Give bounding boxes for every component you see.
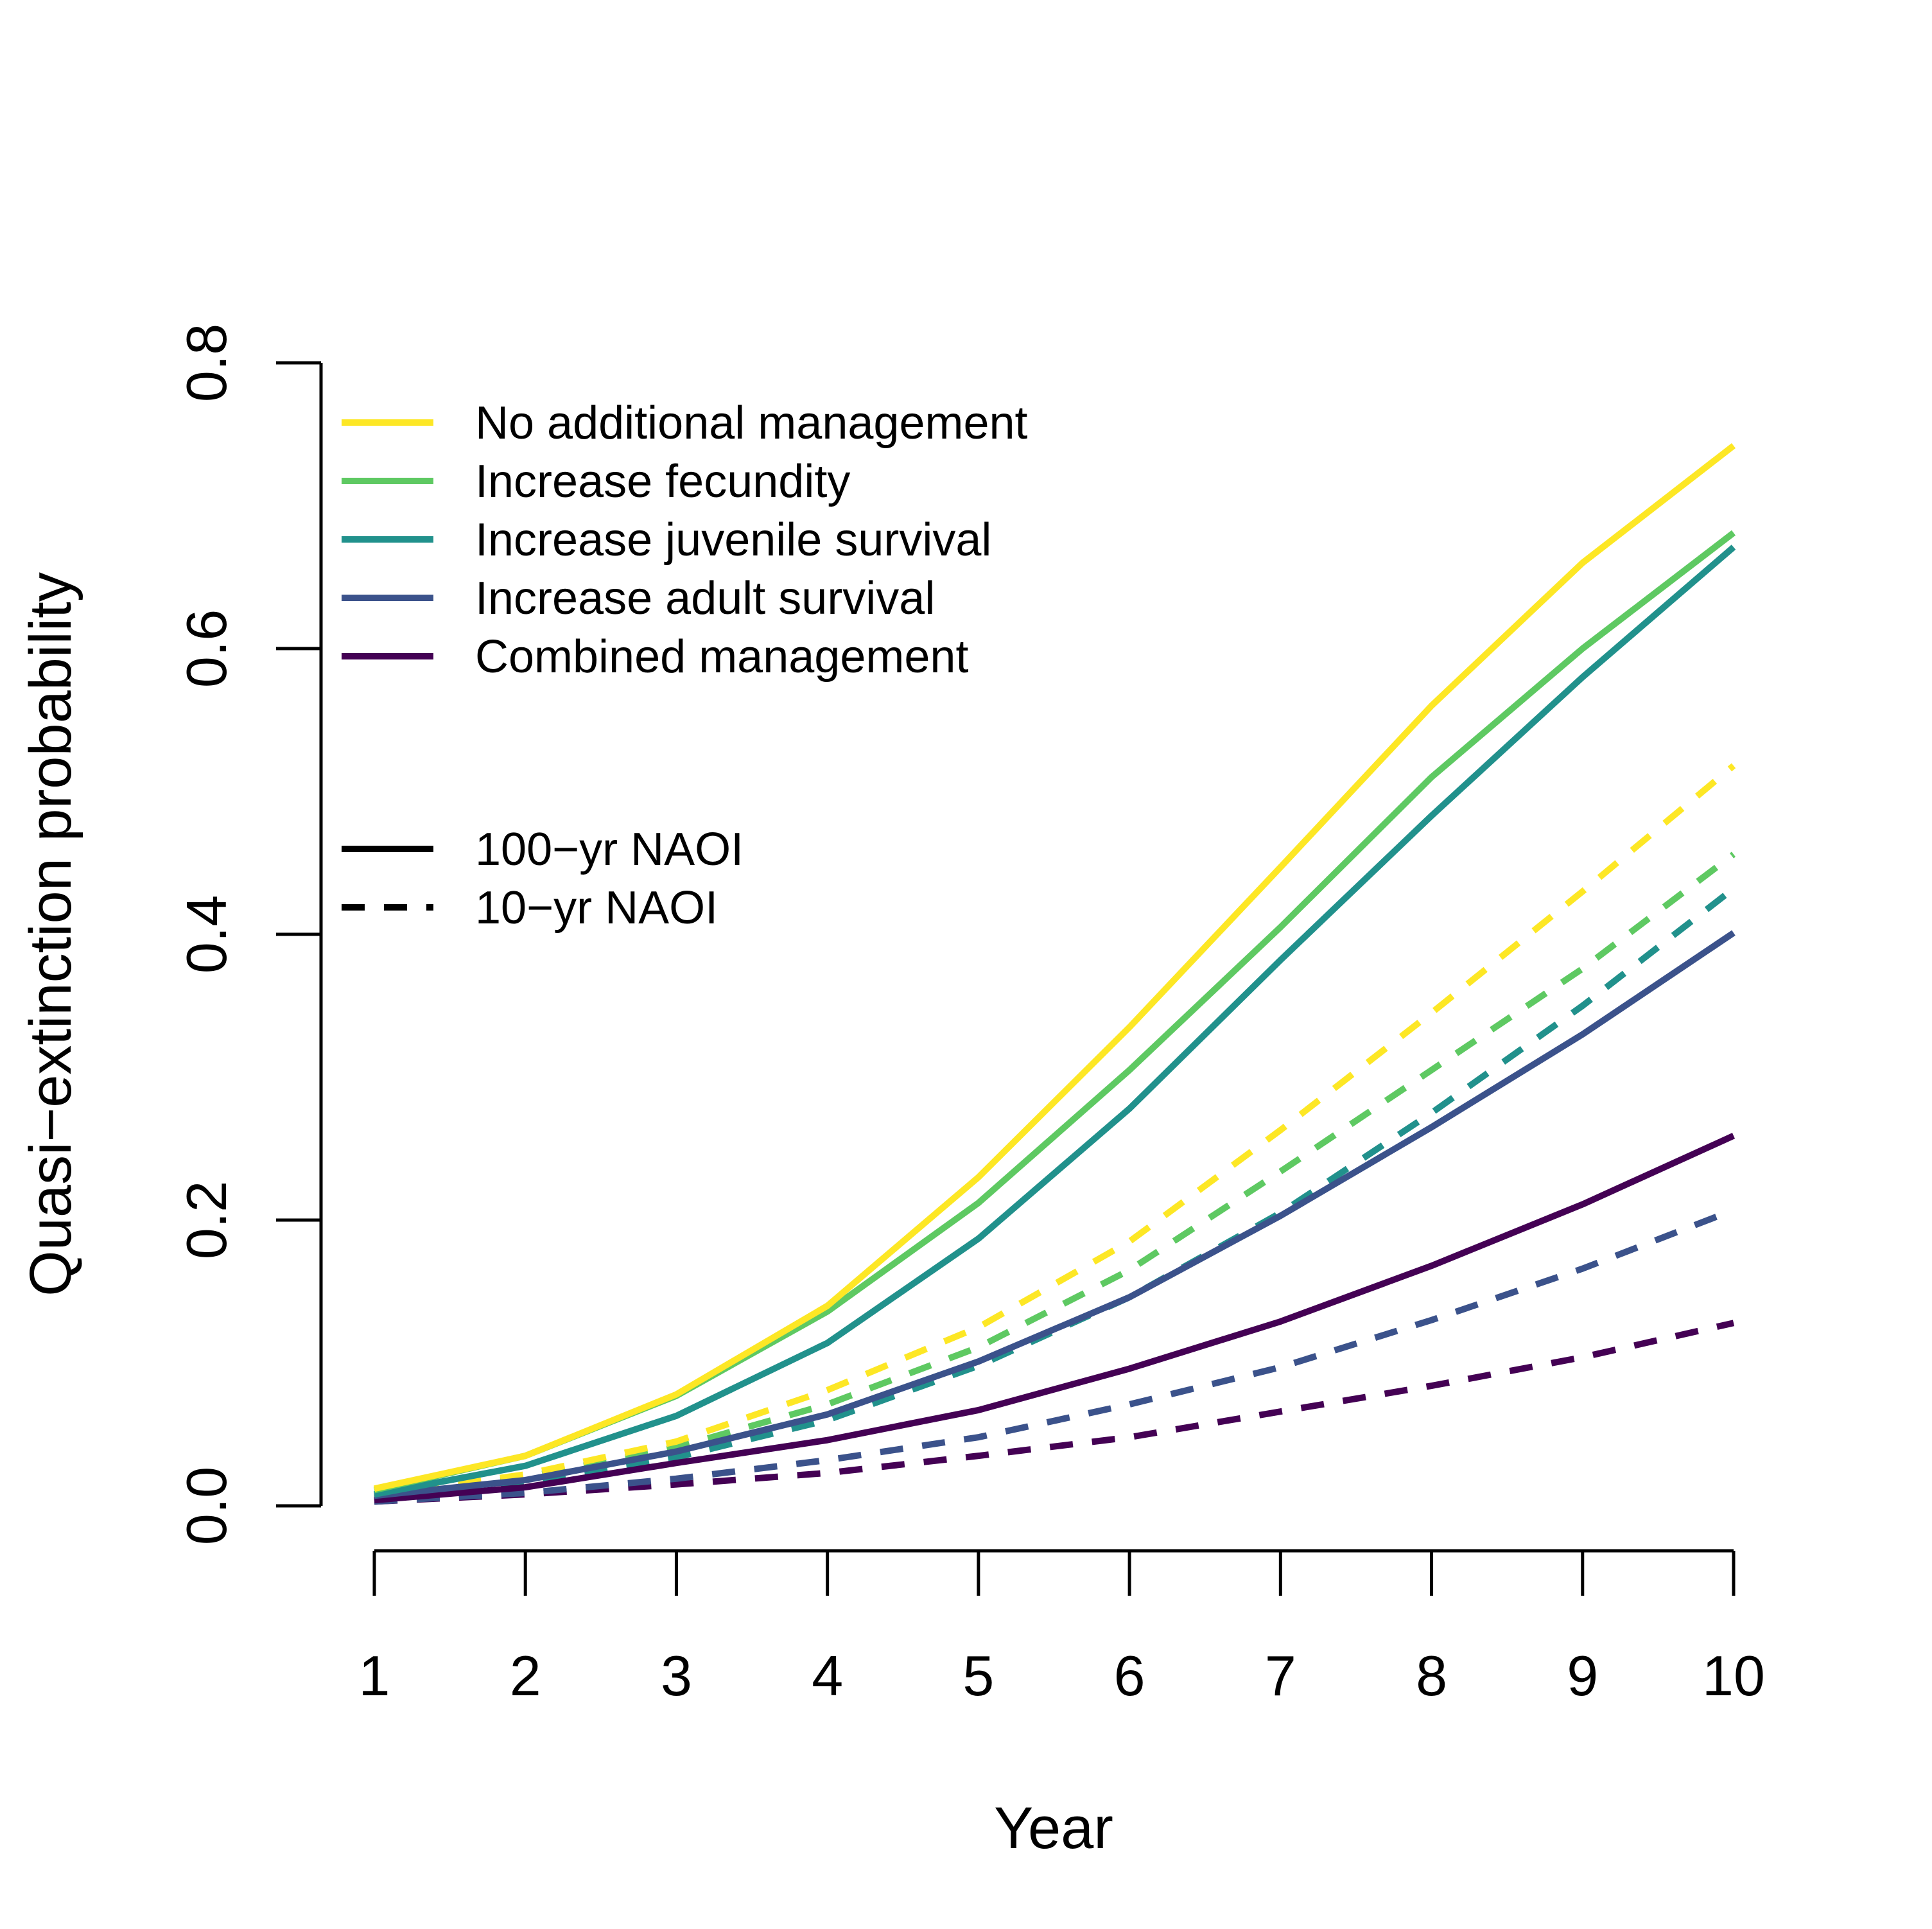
x-tick-label: 7 xyxy=(1265,1644,1296,1707)
series-line-increase-adult-survival-10yr xyxy=(374,1207,1735,1505)
x-tick-label: 1 xyxy=(359,1644,390,1707)
legend-label: Combined management xyxy=(475,631,968,683)
x-tick-label: 2 xyxy=(510,1644,541,1707)
legend-label: Increase fecundity xyxy=(475,456,850,507)
series-line-combined-management-100yr xyxy=(374,1133,1736,1504)
series-line-no-additional-management-10yr xyxy=(374,763,1736,1499)
x-tick-label: 3 xyxy=(661,1644,692,1707)
x-ticks: 1 2 3 4 5 6 7 8 9 10 xyxy=(359,1551,1765,1707)
series-line-increase-juvenile-survival-10yr xyxy=(374,886,1736,1502)
series-line-combined-management-10yr xyxy=(374,1320,1735,1505)
legend-style-label: 10−yr NAOI xyxy=(475,882,718,934)
x-tick-label: 4 xyxy=(812,1644,843,1707)
series-line-increase-fecundity-10yr xyxy=(374,851,1736,1501)
series-line-increase-adult-survival-100yr xyxy=(374,930,1736,1499)
legend-label: Increase juvenile survival xyxy=(475,514,991,566)
x-tick-label: 5 xyxy=(962,1644,994,1707)
y-tick-label: 0.4 xyxy=(175,895,238,973)
series-line-no-additional-management-100yr xyxy=(373,443,1736,1492)
y-tick-label: 0.6 xyxy=(175,609,238,688)
x-tick-label: 6 xyxy=(1114,1644,1145,1707)
series-layer xyxy=(373,443,1736,1505)
x-tick-label: 9 xyxy=(1567,1644,1598,1707)
y-axis-title: Quasi−extinction probability xyxy=(18,572,83,1296)
y-tick-label: 0.8 xyxy=(175,324,238,402)
x-tick-label: 8 xyxy=(1416,1644,1447,1707)
legend: No additional management Increase fecundi… xyxy=(342,397,1028,934)
x-tick-label: 10 xyxy=(1702,1644,1765,1707)
x-axis-title: Year xyxy=(994,1795,1113,1861)
y-tick-label: 0.2 xyxy=(175,1181,238,1259)
legend-label: No additional management xyxy=(475,397,1028,449)
series-line-increase-juvenile-survival-100yr xyxy=(374,545,1736,1498)
legend-style-label: 100−yr NAOI xyxy=(475,824,744,875)
legend-label: Increase adult survival xyxy=(475,573,935,624)
axes: 0.0 0.2 0.4 0.6 0.8 1 2 3 4 5 6 7 8 9 10 Year Quasi−e… xyxy=(18,324,1765,1861)
y-tick-label: 0.0 xyxy=(175,1467,238,1545)
y-ticks: 0.0 0.2 0.4 0.6 0.8 xyxy=(175,324,321,1545)
